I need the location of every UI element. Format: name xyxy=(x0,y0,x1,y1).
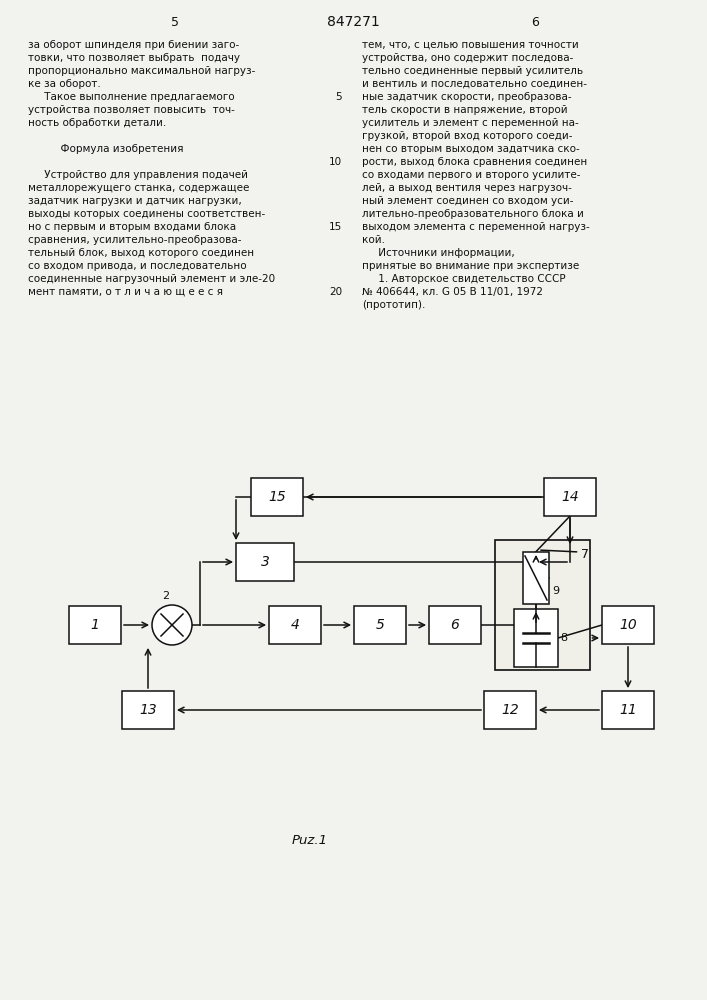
Text: 11: 11 xyxy=(619,703,637,717)
Text: ные задатчик скорости, преобразова-: ные задатчик скорости, преобразова- xyxy=(362,92,572,102)
Text: Такое выполнение предлагаемого: Такое выполнение предлагаемого xyxy=(28,92,235,102)
Text: 10: 10 xyxy=(329,157,342,167)
Bar xyxy=(269,606,321,644)
Text: 5: 5 xyxy=(375,618,385,632)
Bar xyxy=(523,552,549,604)
Text: 15: 15 xyxy=(329,222,342,232)
Text: 847271: 847271 xyxy=(327,15,380,29)
Text: тельно соединенные первый усилитель: тельно соединенные первый усилитель xyxy=(362,66,583,76)
Text: грузкой, второй вход которого соеди-: грузкой, второй вход которого соеди- xyxy=(362,131,573,141)
Text: тель скорости в напряжение, второй: тель скорости в напряжение, второй xyxy=(362,105,568,115)
Bar xyxy=(354,606,406,644)
Text: 6: 6 xyxy=(450,618,460,632)
Text: тельный блок, выход которого соединен: тельный блок, выход которого соединен xyxy=(28,248,254,258)
Text: со входом привода, и последовательно: со входом привода, и последовательно xyxy=(28,261,247,271)
Text: 1. Авторское свидетельство СССР: 1. Авторское свидетельство СССР xyxy=(362,274,566,284)
Text: 7: 7 xyxy=(581,548,590,561)
Text: Устройство для управления подачей: Устройство для управления подачей xyxy=(28,170,248,180)
Text: рости, выход блока сравнения соединен: рости, выход блока сравнения соединен xyxy=(362,157,588,167)
Text: лительно-преобразовательного блока и: лительно-преобразовательного блока и xyxy=(362,209,584,219)
Text: ность обработки детали.: ность обработки детали. xyxy=(28,118,166,128)
Text: сравнения, усилительно-преобразова-: сравнения, усилительно-преобразова- xyxy=(28,235,242,245)
Text: выходы которых соединены соответствен-: выходы которых соединены соответствен- xyxy=(28,209,265,219)
Text: 20: 20 xyxy=(329,287,342,297)
Text: и вентиль и последовательно соединен-: и вентиль и последовательно соединен- xyxy=(362,79,587,89)
Text: со входами первого и второго усилите-: со входами первого и второго усилите- xyxy=(362,170,580,180)
Text: 2: 2 xyxy=(163,591,170,601)
Text: 15: 15 xyxy=(268,490,286,504)
Text: усилитель и элемент с переменной на-: усилитель и элемент с переменной на- xyxy=(362,118,579,128)
Text: за оборот шпинделя при биении заго-: за оборот шпинделя при биении заго- xyxy=(28,40,239,50)
Bar xyxy=(429,606,481,644)
Text: устройства, оно содержит последова-: устройства, оно содержит последова- xyxy=(362,53,573,63)
Text: нен со вторым выходом задатчика ско-: нен со вторым выходом задатчика ско- xyxy=(362,144,580,154)
Text: 13: 13 xyxy=(139,703,157,717)
Bar xyxy=(602,691,654,729)
Text: 5: 5 xyxy=(171,15,179,28)
Bar xyxy=(236,543,294,581)
Text: Формула изобретения: Формула изобретения xyxy=(28,144,184,154)
Text: 12: 12 xyxy=(501,703,519,717)
Text: но с первым и вторым входами блока: но с первым и вторым входами блока xyxy=(28,222,236,232)
Text: металлорежущего станка, содержащее: металлорежущего станка, содержащее xyxy=(28,183,250,193)
Text: 1: 1 xyxy=(90,618,100,632)
Text: Источники информации,: Источники информации, xyxy=(362,248,515,258)
Text: пропорционально максимальной нагруз-: пропорционально максимальной нагруз- xyxy=(28,66,255,76)
Bar xyxy=(122,691,174,729)
Text: 4: 4 xyxy=(291,618,300,632)
Bar xyxy=(602,606,654,644)
Text: тем, что, с целью повышения точности: тем, что, с целью повышения точности xyxy=(362,40,579,50)
Text: товки, что позволяет выбрать  подачу: товки, что позволяет выбрать подачу xyxy=(28,53,240,63)
Text: соединенные нагрузочный элемент и эле-20: соединенные нагрузочный элемент и эле-20 xyxy=(28,274,275,284)
Text: выходом элемента с переменной нагруз-: выходом элемента с переменной нагруз- xyxy=(362,222,590,232)
Text: задатчик нагрузки и датчик нагрузки,: задатчик нагрузки и датчик нагрузки, xyxy=(28,196,242,206)
Text: 5: 5 xyxy=(335,92,342,102)
Text: 10: 10 xyxy=(619,618,637,632)
Text: Рuz.1: Рuz.1 xyxy=(292,834,328,846)
Text: 9: 9 xyxy=(552,586,559,596)
Circle shape xyxy=(152,605,192,645)
Text: 6: 6 xyxy=(531,15,539,28)
Bar xyxy=(544,478,596,516)
Bar xyxy=(494,540,590,670)
Bar xyxy=(514,609,558,667)
Text: ный элемент соединен со входом уси-: ный элемент соединен со входом уси- xyxy=(362,196,573,206)
Text: 14: 14 xyxy=(561,490,579,504)
Bar xyxy=(484,691,536,729)
Text: мент памяти, о т л и ч а ю щ е е с я: мент памяти, о т л и ч а ю щ е е с я xyxy=(28,287,223,297)
Text: 8: 8 xyxy=(560,633,567,643)
Text: устройства позволяет повысить  точ-: устройства позволяет повысить точ- xyxy=(28,105,235,115)
Text: лей, а выход вентиля через нагрузоч-: лей, а выход вентиля через нагрузоч- xyxy=(362,183,572,193)
Bar xyxy=(69,606,121,644)
Text: № 406644, кл. G 05 B 11/01, 1972: № 406644, кл. G 05 B 11/01, 1972 xyxy=(362,287,543,297)
Text: 3: 3 xyxy=(261,555,269,569)
Bar xyxy=(251,478,303,516)
Text: кой.: кой. xyxy=(362,235,385,245)
Text: принятые во внимание при экспертизе: принятые во внимание при экспертизе xyxy=(362,261,579,271)
Text: (прототип).: (прототип). xyxy=(362,300,426,310)
Text: ке за оборот.: ке за оборот. xyxy=(28,79,101,89)
